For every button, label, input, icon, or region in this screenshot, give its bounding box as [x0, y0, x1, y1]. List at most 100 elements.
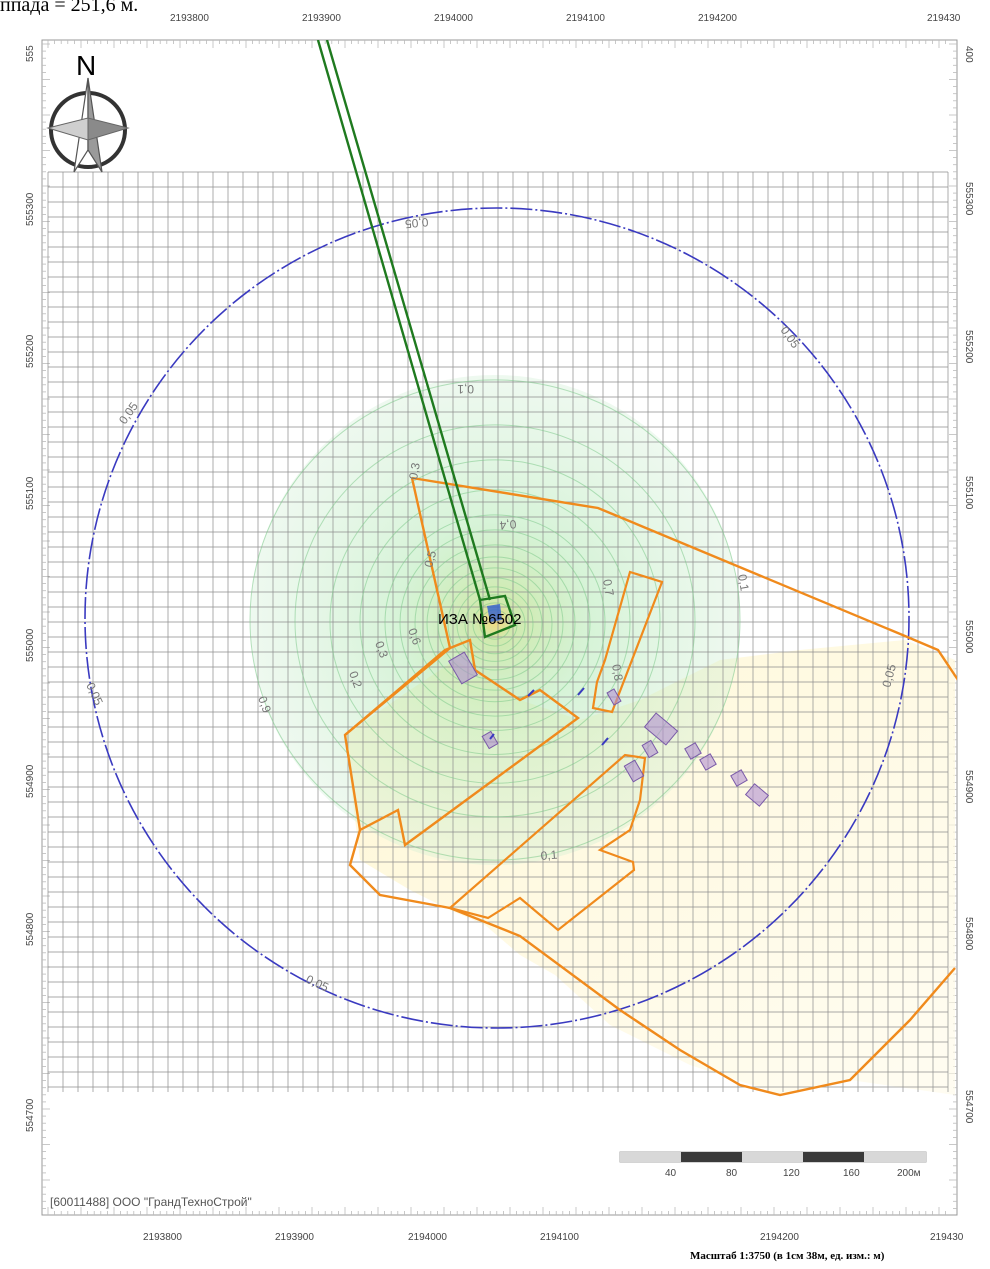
y-tick-label: 400 — [963, 46, 974, 63]
north-letter: N — [76, 50, 96, 81]
boundary-south-plot — [447, 753, 647, 932]
linear-object-line — [316, 40, 492, 601]
scale-label: 80 — [726, 1168, 738, 1179]
source-marker — [487, 604, 502, 622]
contour-label: 0,3 — [406, 461, 423, 480]
x-tick-label: 2193900 — [302, 13, 341, 24]
isoline — [426, 556, 564, 691]
scale-seg — [864, 1152, 926, 1162]
boundary-south — [344, 638, 956, 1097]
y-coordinates-left: 555 555300 555200 555100 555000 554900 5… — [25, 45, 36, 1132]
scale-label: 160 — [843, 1168, 860, 1179]
contour-label: 0,1 — [735, 573, 752, 592]
y-tick-label: 554700 — [25, 1098, 36, 1132]
linear-object-endpoint — [478, 594, 517, 639]
contour-label: 0,5 — [421, 549, 439, 569]
scale-bar: 40 80 120 160 200м — [619, 1151, 927, 1179]
inner-contour-labels: 0,1 0,1 0,1 0,2 0,3 0,4 0,5 0,6 0,7 0,8 … — [255, 382, 752, 863]
contour-label: 0,7 — [600, 578, 617, 597]
contour-label: 0,05 — [83, 680, 106, 707]
y-tick-label: 555200 — [25, 334, 36, 368]
x-tick-label: 2194100 — [540, 1232, 579, 1243]
contour-label: 0,9 — [255, 694, 274, 715]
x-tick-label: 2193900 — [275, 1232, 314, 1243]
y-tick-label: 555300 — [963, 182, 974, 216]
y-tick-label: 555000 — [963, 620, 974, 654]
outer-isoline-0-05 — [84, 207, 910, 1029]
scale-seg — [803, 1152, 864, 1162]
x-tick-label: 2194200 — [760, 1232, 799, 1243]
y-coordinates-right: 400 555300 555200 555100 555000 554900 5… — [963, 46, 974, 1124]
contour-label: 0,1 — [457, 382, 474, 396]
north-arrow-east — [87, 117, 130, 141]
isoline — [447, 577, 543, 671]
y-tick-label: 555300 — [25, 192, 36, 226]
scale-caption: Масштаб 1:3750 (в 1см 38м, ед. изм.: м) — [690, 1250, 885, 1262]
isoline — [456, 586, 534, 662]
boundary-east-plot — [591, 570, 664, 714]
x-coordinates-bottom: 2193800 2193900 2194000 2194100 2194200 … — [143, 1232, 964, 1243]
x-tick-label: 2194100 — [566, 13, 605, 24]
marker — [489, 733, 495, 740]
x-tick-label: 219430 — [927, 13, 961, 24]
contour-label: 0,4 — [499, 517, 517, 532]
site-object — [481, 730, 499, 750]
north-arrow: N — [46, 50, 130, 173]
scale-seg — [742, 1152, 803, 1162]
y-tick-label: 554700 — [963, 1090, 974, 1124]
site-object — [643, 712, 679, 746]
scale-label: 40 — [665, 1168, 677, 1179]
isoline — [414, 544, 576, 703]
site-objects — [448, 651, 770, 807]
contour-label: 0,6 — [405, 626, 424, 647]
isoline — [399, 529, 591, 717]
contour-label: 0,3 — [372, 639, 391, 660]
y-tick-label: 555100 — [25, 476, 36, 510]
marker — [577, 687, 585, 696]
marker — [601, 737, 609, 746]
y-tick-label: 555 — [25, 45, 36, 62]
isoline — [464, 594, 526, 655]
isoline — [329, 459, 661, 784]
calculation-grid — [47, 171, 949, 1092]
contour-label: 0,8 — [609, 663, 626, 682]
x-tick-label: 2193800 — [170, 13, 209, 24]
x-tick-label: 219430 — [930, 1232, 964, 1243]
company-label: [60011488] ООО "ГрандТехноСтрой" — [50, 1195, 252, 1209]
boundary-north — [411, 476, 957, 681]
site-object — [641, 739, 659, 759]
site-object — [744, 783, 770, 807]
contour-label: 0,05 — [879, 662, 899, 688]
y-tick-label: 554900 — [963, 770, 974, 804]
header-text-fragment: ппада = 251,6 м. — [0, 0, 139, 16]
isoline — [294, 424, 696, 818]
isoline — [437, 567, 553, 681]
coordinate-ruler-ticks — [42, 40, 957, 1215]
scale-label: 200м — [897, 1168, 921, 1179]
y-tick-label: 555100 — [963, 476, 974, 510]
x-coordinates-top: 2193800 2193900 2194000 2194100 2194200 … — [170, 13, 961, 24]
site-object — [623, 759, 645, 783]
x-tick-label: 2194000 — [434, 13, 473, 24]
inner-isolines — [249, 379, 741, 861]
x-tick-label: 2194000 — [408, 1232, 447, 1243]
y-tick-label: 554800 — [963, 917, 974, 951]
y-tick-label: 555200 — [963, 330, 974, 364]
contour-label: 0,05 — [404, 215, 429, 231]
isoline — [384, 514, 606, 732]
y-tick-label: 555000 — [25, 628, 36, 662]
map-frame — [41, 39, 958, 1216]
source-label: ИЗА №6502 — [438, 611, 521, 628]
site-markers — [489, 687, 609, 746]
isoline — [249, 379, 741, 861]
scale-label: 120 — [783, 1168, 800, 1179]
site-object — [730, 769, 748, 787]
contour-label: 0,2 — [346, 669, 365, 690]
contour-label: 0,1 — [540, 848, 558, 863]
contour-label: 0,05 — [116, 399, 141, 426]
marker — [527, 689, 535, 697]
x-tick-label: 2194200 — [698, 13, 737, 24]
isoline — [359, 489, 631, 756]
